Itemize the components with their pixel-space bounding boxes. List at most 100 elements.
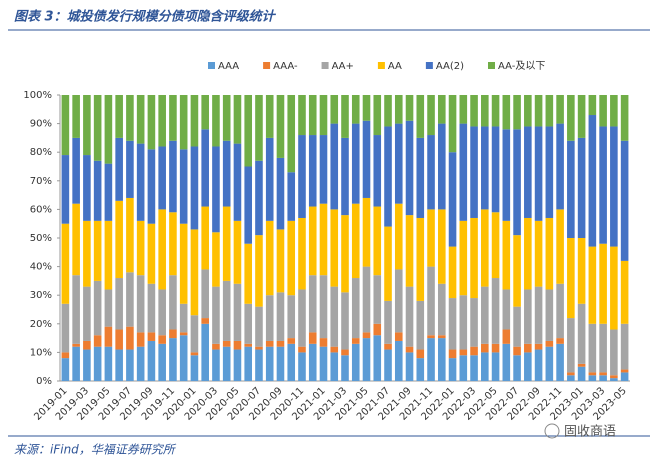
bar-segment <box>255 235 263 307</box>
bar-segment <box>620 323 629 370</box>
bar-segment <box>610 329 618 376</box>
legend-label: AA-及以下 <box>498 60 545 72</box>
bar-segment <box>201 129 209 207</box>
bar-segment <box>610 126 618 247</box>
bar-segment <box>448 298 457 350</box>
bar-segment <box>405 352 414 381</box>
bar-segment <box>308 135 317 207</box>
bar-segment <box>459 295 468 350</box>
bar-segment <box>405 346 414 353</box>
bar-segment <box>136 143 145 221</box>
bar-segment <box>502 129 511 221</box>
bar-segment <box>319 203 328 276</box>
bar-segment <box>115 349 123 381</box>
bar-segment <box>588 375 597 381</box>
bar-segment <box>545 95 554 127</box>
bar-segment <box>104 163 113 221</box>
bar-segment <box>222 95 231 141</box>
bar-segment <box>610 378 618 381</box>
bar-segment <box>287 295 296 339</box>
bar-segment <box>83 95 91 156</box>
bar-segment <box>233 220 242 284</box>
bar-segment <box>255 346 263 350</box>
bar-segment <box>556 123 564 210</box>
bar-segment <box>437 283 446 336</box>
bar-segment <box>72 95 80 138</box>
bar-segment <box>126 272 134 327</box>
legend-label: AAA <box>218 61 239 72</box>
legend-label: AA+ <box>332 61 354 72</box>
bar-segment <box>83 286 91 341</box>
bar-segment <box>169 95 177 141</box>
bar-segment <box>481 286 489 344</box>
bar-segment <box>534 95 543 127</box>
bar-segment <box>567 140 575 238</box>
bar-segment <box>244 303 253 344</box>
bar-segment <box>341 137 349 216</box>
bar-segment <box>169 275 177 330</box>
bar-segment <box>298 289 306 347</box>
bar-segment <box>545 340 554 347</box>
bar-segment <box>362 266 371 333</box>
bar-segment <box>72 346 80 381</box>
bar-segment <box>319 338 328 347</box>
bar-segment <box>276 292 285 341</box>
bar-segment <box>169 212 177 276</box>
bar-segment <box>136 332 145 347</box>
bar-segment <box>545 289 554 341</box>
bar-segment <box>287 172 296 221</box>
bar-segment <box>534 126 543 221</box>
bar-segment <box>158 209 166 290</box>
bar-segment <box>534 349 543 381</box>
bar-segment <box>577 137 586 238</box>
bar-segment <box>126 349 134 381</box>
bar-segment <box>179 223 188 304</box>
bar-segment <box>545 126 554 218</box>
bar-segment <box>136 95 145 144</box>
bar-segment <box>104 326 113 347</box>
bar-segment <box>577 366 586 381</box>
bar-segment <box>341 215 349 293</box>
bar-segment <box>212 95 220 147</box>
bar-segment <box>556 338 564 344</box>
bar-segment <box>308 206 317 276</box>
bar-segment <box>459 355 468 381</box>
bar-segment <box>244 166 253 244</box>
bar-segment <box>491 352 500 381</box>
bar-segment <box>351 343 360 381</box>
bar-segment <box>244 346 253 381</box>
bar-segment <box>351 203 360 279</box>
bar-segment <box>610 246 618 330</box>
bar-segment <box>405 120 414 216</box>
bar-segment <box>190 229 199 316</box>
y-tick-label: 60% <box>30 204 52 215</box>
bar-segment <box>72 137 80 204</box>
bar-segment <box>524 217 532 290</box>
bar-segment <box>233 95 242 144</box>
bar-segment <box>577 363 586 367</box>
bar-segment <box>61 155 70 224</box>
bar-segment <box>158 95 166 147</box>
bar-segment <box>470 298 478 347</box>
bar-segment <box>362 95 371 121</box>
bar-segment <box>330 209 339 287</box>
bar-segment <box>201 206 209 270</box>
bar-segment <box>115 137 123 201</box>
bar-segment <box>222 280 231 341</box>
bar-segment <box>577 303 586 364</box>
bar-segment <box>287 338 296 344</box>
bar-segment <box>427 135 435 210</box>
bar-segment <box>276 346 285 381</box>
legend-swatch <box>488 62 495 69</box>
legend-swatch <box>425 62 433 69</box>
bar-segment <box>222 346 231 381</box>
y-tick-label: 0% <box>36 376 52 387</box>
y-tick-label: 100% <box>23 90 52 101</box>
legend-label: AAA- <box>273 61 298 72</box>
bar-segment <box>502 220 511 290</box>
bar-segment <box>459 349 468 356</box>
y-tick-label: 80% <box>30 147 52 158</box>
bar-segment <box>491 278 500 344</box>
bar-segment <box>265 137 274 221</box>
bar-segment <box>330 95 339 124</box>
